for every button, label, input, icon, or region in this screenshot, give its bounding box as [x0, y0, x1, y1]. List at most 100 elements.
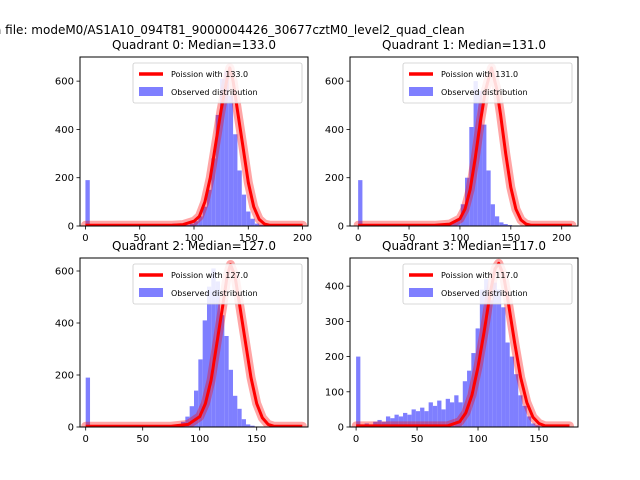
hist-bar	[509, 356, 514, 427]
y-tick-label: 400	[325, 125, 344, 136]
quadrant-0-chart: 0 50 100 150 200 0 200 400 600 Quadrant 0: Median…	[55, 38, 312, 244]
hist-bar	[531, 423, 536, 427]
legend-hist-label: Observed distribution	[171, 289, 258, 298]
hist-bar	[220, 78, 225, 226]
x-tick-label: 150	[239, 233, 258, 244]
y-tick-label: 200	[325, 352, 344, 363]
legend: Poission with 117.0 Observed distribution	[402, 263, 573, 305]
hist-bar	[454, 395, 459, 427]
x-tick-label: 50	[411, 434, 424, 445]
quadrant-1-chart: 0 50 100 150 200 0 200 400 600 Quadrant 1: Median…	[325, 38, 579, 244]
axes-frame	[349, 56, 579, 227]
legend: Poission with 133.0 Observed distribution	[132, 62, 303, 104]
hist-bar	[215, 281, 220, 427]
hist-bar	[254, 223, 260, 226]
legend-box	[132, 62, 303, 104]
x-tick-label: 100	[184, 233, 203, 244]
legend-hist-swatch	[139, 87, 163, 96]
y-tick-label: 200	[55, 371, 74, 382]
hist-bar	[237, 408, 242, 427]
hist-bar	[189, 406, 194, 427]
hist-bar	[492, 282, 497, 427]
y-tick-label: 400	[325, 282, 344, 293]
y-tick-label: 200	[325, 173, 344, 184]
hist-bar	[486, 170, 491, 226]
legend-fit-label: Poission with 117.0	[441, 271, 518, 280]
x-tick-label: 100	[190, 434, 209, 445]
hist-bar	[482, 124, 487, 226]
x-tick-label: 0	[83, 434, 89, 445]
y-tick-label: 0	[338, 423, 344, 434]
hist-bar	[250, 425, 255, 427]
hist-bar	[198, 216, 203, 226]
hist-bar	[445, 398, 450, 427]
hist-bar	[420, 407, 425, 427]
subplot-title: Quadrant 3: Median=117.0	[382, 239, 546, 253]
legend-fit-label: Poission with 131.0	[441, 70, 518, 79]
x-tick-label: 50	[403, 233, 416, 244]
axes-frame	[79, 257, 309, 428]
hist-bar	[356, 356, 361, 427]
hist-bar	[411, 409, 416, 427]
hist-bar	[488, 300, 493, 427]
legend: Poission with 131.0 Observed distribution	[402, 62, 573, 104]
y-tick-label: 600	[55, 77, 74, 88]
hist-bar	[233, 134, 238, 226]
hist-bar	[501, 307, 506, 427]
hist-bar	[415, 411, 421, 427]
hist-bar	[373, 421, 378, 427]
legend-hist-swatch	[139, 288, 163, 297]
plot-area	[351, 258, 574, 427]
legend-hist-label: Observed distribution	[171, 88, 258, 97]
hist-bar	[241, 194, 247, 226]
x-tick-label: 50	[136, 434, 149, 445]
hist-bar	[250, 218, 255, 226]
hist-bar	[490, 204, 495, 226]
axes-frame	[349, 257, 579, 428]
hist-bar	[246, 211, 251, 226]
y-tick-label: 200	[55, 173, 74, 184]
y-tick-label: 600	[55, 267, 74, 278]
hist-bar	[189, 223, 194, 226]
hist-bar	[85, 180, 90, 226]
legend-hist-label: Observed distribution	[441, 88, 528, 97]
subplot-grid: 0 50 100 150 200 0 200 400 600 Quadrant 0: Median…	[55, 38, 579, 445]
legend: Poission with 127.0 Observed distribution	[132, 263, 303, 305]
legend-hist-swatch	[409, 87, 433, 96]
hist-bar	[456, 218, 461, 226]
hist-bar	[535, 425, 540, 427]
y-tick-label: 0	[68, 423, 74, 434]
legend-hist-label: Observed distribution	[441, 289, 528, 298]
y-tick-label: 0	[338, 222, 344, 233]
hist-bar	[452, 222, 457, 226]
hist-bar	[211, 158, 216, 226]
hist-bar	[185, 416, 190, 427]
x-tick-label: 200	[552, 233, 571, 244]
subplot-title: Quadrant 2: Median=127.0	[112, 239, 276, 253]
hist-bar	[232, 395, 238, 427]
hist-bar	[211, 268, 216, 427]
hist-bar	[377, 419, 382, 427]
x-tick-label: 100	[450, 233, 469, 244]
hist-bar	[479, 289, 485, 427]
x-tick-label: 0	[355, 233, 361, 244]
hist-bar	[428, 402, 433, 427]
subplot-title: Quadrant 1: Median=131.0	[382, 38, 546, 52]
hist-bar	[398, 416, 404, 427]
hist-bar	[381, 421, 386, 427]
x-tick-label: 200	[293, 233, 312, 244]
hist-bar	[259, 224, 264, 226]
hist-bar	[245, 424, 251, 427]
x-tick-label: 50	[133, 233, 146, 244]
hist-bar	[462, 381, 468, 427]
hist-bar	[522, 405, 527, 427]
x-tick-label: 150	[501, 233, 520, 244]
poisson-fit-line	[356, 261, 570, 427]
hist-bar	[194, 221, 199, 226]
legend-box	[402, 263, 573, 305]
hist-bar	[458, 402, 463, 427]
hist-bar	[424, 411, 429, 427]
hist-bar	[358, 180, 363, 226]
x-tick-label: 0	[82, 233, 88, 244]
hist-bar	[202, 206, 208, 226]
